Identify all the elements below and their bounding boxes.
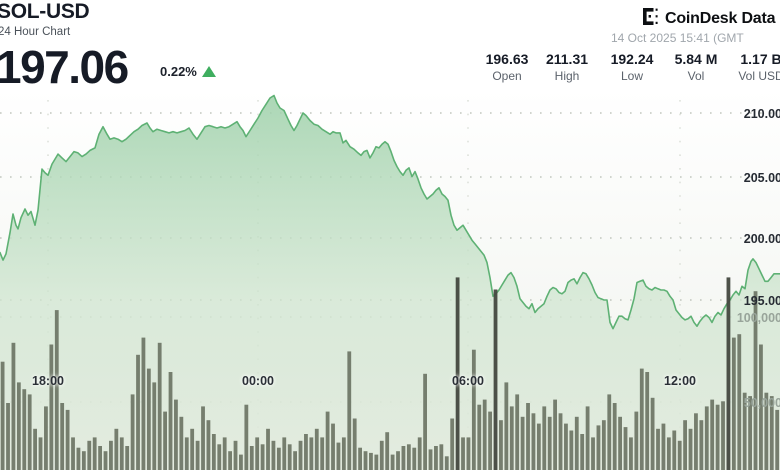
stat-low-value: 192.24: [610, 51, 654, 67]
coindesk-logo-icon: [643, 8, 660, 30]
price-axis-label-0: 210.00: [743, 107, 780, 121]
stat-open-label: Open: [492, 69, 522, 83]
time-axis-label-0: 18:00: [32, 374, 64, 388]
stat-high-value: 211.31: [545, 51, 589, 67]
price-axis-label-3: 195.00: [743, 294, 780, 308]
stat-open: 196.63 Open: [486, 51, 529, 83]
symbol-title: SOL-USD: [0, 0, 90, 23]
chart-timestamp: 14 Oct 2025 15:41 (GMT: [611, 31, 744, 45]
stat-low: 192.24 Low: [611, 51, 654, 83]
stat-high: 211.31 High: [546, 51, 588, 83]
time-axis-label-2: 06:00: [452, 374, 484, 388]
time-axis-label-1: 00:00: [242, 374, 274, 388]
price-axis-label-1: 205.00: [743, 171, 780, 185]
chart-subtitle: 24 Hour Chart: [0, 26, 71, 38]
stat-volume-value: 5.84 M: [674, 51, 718, 67]
price-line: [0, 94, 780, 330]
volume-bars: [0, 277, 780, 470]
coindesk-data-logo[interactable]: CoinDesk Data: [643, 8, 776, 30]
stat-open-value: 196.63: [485, 51, 529, 67]
stat-volume-label: Vol: [687, 69, 705, 83]
brand-name: CoinDesk Data: [665, 10, 776, 27]
stat-volume-usd: 1.17 B Vol USD: [738, 51, 780, 83]
stat-low-label: Low: [620, 69, 644, 83]
stat-volume-usd-label: Vol USD: [738, 69, 780, 83]
time-axis-label-3: 12:00: [664, 374, 696, 388]
price-area-fill: [0, 95, 780, 470]
volume-axis-label-1: 50,000: [743, 396, 780, 410]
stat-volume-usd-value: 1.17 B: [740, 51, 780, 67]
volume-axis-label-0: 100,000: [736, 311, 780, 325]
current-price: 197.06: [0, 41, 129, 93]
stat-high-label: High: [554, 69, 580, 83]
stat-volume: 5.84 M Vol: [675, 51, 718, 83]
price-up-arrow-icon: [202, 66, 216, 77]
price-axis-label-2: 200.00: [743, 232, 780, 246]
price-change-percent: 0.22%: [160, 64, 197, 79]
